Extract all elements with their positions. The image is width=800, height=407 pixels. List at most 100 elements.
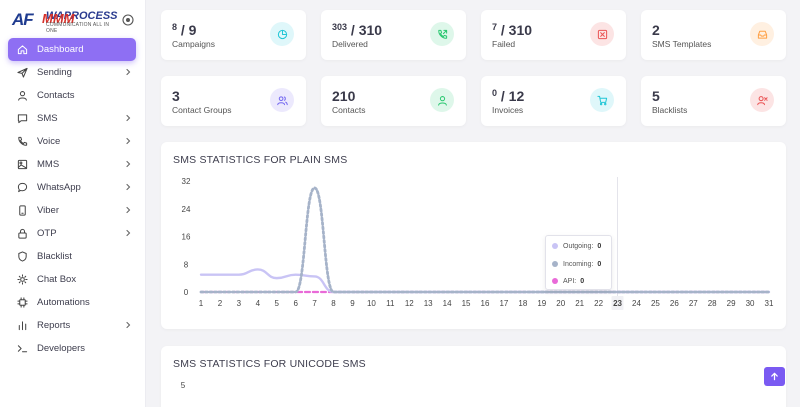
- tooltip-label: Incoming: [563, 260, 592, 268]
- sidebar-item-voice[interactable]: Voice: [8, 130, 136, 153]
- stat-label: Delivered: [332, 39, 368, 49]
- sidebar-item-blacklist[interactable]: Blacklist: [8, 245, 136, 268]
- chevron-right-icon: [124, 229, 132, 237]
- sidebar-item-reports[interactable]: Reports: [8, 314, 136, 337]
- shield-icon: [16, 251, 28, 263]
- y-tick-label: 16: [182, 233, 191, 242]
- plain-sms-chart-card: SMS STATISTICS FOR PLAIN SMS 0 8 16 24 32 1 2 3…: [161, 142, 786, 329]
- chevron-right-icon: [124, 321, 132, 329]
- x-tick-label: 22: [594, 299, 603, 308]
- unicode-sms-chart[interactable]: 5: [161, 346, 786, 407]
- x-tick-label: 28: [708, 299, 717, 308]
- sidebar-item-mms[interactable]: MMS: [8, 153, 136, 176]
- sidebar-item-otp[interactable]: OTP: [8, 222, 136, 245]
- sidebar-item-developers[interactable]: Developers: [8, 337, 136, 360]
- stat-value-sup: 7: [492, 22, 498, 32]
- x-tick-label: 4: [256, 299, 261, 308]
- lock-icon: [16, 228, 28, 240]
- logo-name: WAPROCESS: [46, 10, 118, 22]
- terminal-icon: [16, 343, 28, 355]
- sidebar-item-sending[interactable]: Sending: [8, 61, 136, 84]
- x-tick-highlight: [611, 296, 624, 310]
- stat-card-contact-groups[interactable]: 3 Contact Groups: [161, 76, 306, 126]
- stat-value-total: / 310: [497, 22, 533, 38]
- sidebar-item-automations[interactable]: Automations: [8, 291, 136, 314]
- stat-card-contacts[interactable]: 210 Contacts: [321, 76, 466, 126]
- x-tick-label: 3: [237, 299, 242, 308]
- x-tick-label: 15: [462, 299, 471, 308]
- stat-card-blacklists[interactable]: 5 Blacklists: [641, 76, 786, 126]
- user-x-icon: [750, 88, 774, 112]
- stat-value: 303 / 310: [332, 22, 382, 38]
- series-line-incoming: [199, 186, 771, 294]
- stat-value-sup: 0: [492, 88, 498, 98]
- tooltip-value: 0: [597, 260, 602, 268]
- inbox-icon: [750, 22, 774, 46]
- stat-card-sms-templates[interactable]: 2 SMS Templates: [641, 10, 786, 60]
- stat-value-total: 210: [332, 88, 356, 104]
- y-tick-label: 32: [182, 177, 191, 186]
- x-tick-label: 23: [613, 299, 622, 308]
- x-tick-label: 5: [275, 299, 280, 308]
- y-tick-label: 8: [184, 260, 189, 269]
- x-square-icon: [590, 22, 614, 46]
- image-icon: [16, 159, 28, 171]
- sidebar-item-contacts[interactable]: Contacts: [8, 84, 136, 107]
- send-icon: [16, 67, 28, 79]
- x-tick-label: 18: [518, 299, 527, 308]
- x-tick-label: 26: [670, 299, 679, 308]
- sidebar-item-label: Contacts: [37, 90, 75, 101]
- chevron-right-icon: [124, 206, 132, 214]
- sidebar-item-dashboard[interactable]: Dashboard: [8, 38, 136, 61]
- sidebar-menu: Dashboard Sending Contacts SMS Voice MMS Whats…: [8, 38, 136, 360]
- sidebar: AF WAPROCESS MMM COMMUNICATION ALL IN ON…: [0, 0, 146, 407]
- x-tick-label: 9: [350, 299, 355, 308]
- x-tick-label: 16: [481, 299, 490, 308]
- sidebar-toggle-icon[interactable]: [122, 13, 134, 26]
- stat-value-total: 3: [172, 88, 180, 104]
- series-line-outgoing: [199, 268, 771, 294]
- stat-label: Campaigns: [172, 39, 215, 49]
- chevron-right-icon: [124, 68, 132, 76]
- stat-card-invoices[interactable]: 0 / 12 Invoices: [481, 76, 626, 126]
- stat-card-failed[interactable]: 7 / 310 Failed: [481, 10, 626, 60]
- x-tick-label: 13: [424, 299, 433, 308]
- unicode-sms-chart-title: SMS STATISTICS FOR UNICODE SMS: [173, 358, 366, 370]
- stat-card-campaigns[interactable]: 8 / 9 Campaigns: [161, 10, 306, 60]
- x-tick-label: 31: [765, 299, 774, 308]
- logo-tagline: COMMUNICATION ALL IN ONE: [46, 22, 110, 34]
- chevron-right-icon: [124, 114, 132, 122]
- stat-value-total: 5: [652, 88, 660, 104]
- pie-chart-icon: [270, 22, 294, 46]
- sidebar-item-label: Sending: [37, 67, 72, 78]
- stat-label: Contact Groups: [172, 105, 232, 115]
- sidebar-item-whatsapp[interactable]: WhatsApp: [8, 176, 136, 199]
- sidebar-item-label: SMS: [37, 113, 58, 124]
- stat-card-delivered[interactable]: 303 / 310 Delivered: [321, 10, 466, 60]
- sidebar-item-viber[interactable]: Viber: [8, 199, 136, 222]
- tooltip-row-incoming: Incoming:0: [552, 259, 601, 269]
- x-tick-label: 6: [293, 299, 298, 308]
- x-tick-label: 1: [199, 299, 204, 308]
- stat-value-total: / 9: [177, 22, 197, 38]
- scroll-to-top-button[interactable]: [764, 367, 785, 386]
- x-tick-label: 21: [575, 299, 584, 308]
- chevron-right-icon: [124, 137, 132, 145]
- tooltip-row-outgoing: Outgoing:0: [552, 241, 601, 251]
- stat-value: 3: [172, 88, 180, 104]
- users-icon: [270, 88, 294, 112]
- plain-sms-chart-title: SMS STATISTICS FOR PLAIN SMS: [173, 154, 348, 166]
- x-tick-label: 25: [651, 299, 660, 308]
- chat-bubble-icon: [16, 182, 28, 194]
- sidebar-item-label: Voice: [37, 136, 61, 147]
- tooltip-label: API: [563, 277, 575, 285]
- logo[interactable]: AF WAPROCESS MMM COMMUNICATION ALL IN ON…: [12, 8, 122, 34]
- x-tick-label: 10: [367, 299, 376, 308]
- sidebar-item-chat-box[interactable]: Chat Box: [8, 268, 136, 291]
- sidebar-item-sms[interactable]: SMS: [8, 107, 136, 130]
- cart-icon: [590, 88, 614, 112]
- sidebar-item-label: Viber: [37, 205, 60, 216]
- chat-box-icon: [16, 274, 28, 286]
- bar-chart-icon: [16, 320, 28, 332]
